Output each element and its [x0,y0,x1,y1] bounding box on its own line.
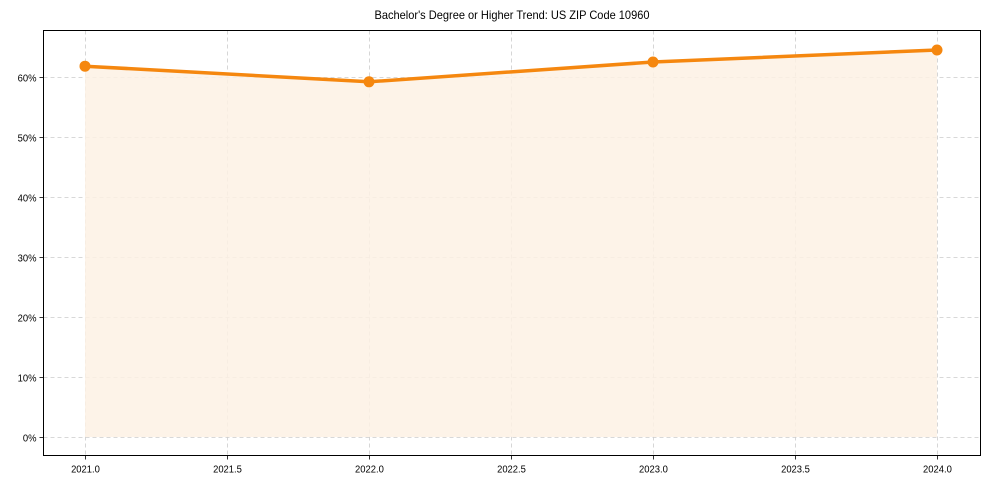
x-tick-label: 2023.0 [639,464,668,476]
x-axis: 2021.0 2021.5 2022.0 2022.5 2023.0 2023.5 2024… [71,455,952,476]
x-tick-label: 2022.0 [355,464,384,476]
y-tick-label: 40% [18,193,37,205]
y-tick-label: 60% [18,73,37,85]
data-point-marker [363,76,375,88]
y-axis: 0% 10% 20% 30% 40% 50% 60% [18,73,44,445]
y-tick-label: 20% [18,313,37,325]
area-fill [85,50,937,437]
y-tick-label: 10% [18,373,37,385]
x-tick-label: 2023.5 [781,464,810,476]
y-tick-label: 30% [18,253,37,265]
data-point-marker [647,56,659,68]
x-tick-label: 2021.0 [71,464,100,476]
x-tick-label: 2021.5 [213,464,242,476]
data-point-marker [931,44,943,56]
data-line [84,48,938,84]
data-markers [79,44,943,88]
x-tick-label: 2022.5 [497,464,526,476]
x-tick-label: 2024.0 [923,464,952,476]
chart-title: Bachelor's Degree or Higher Trend: US ZI… [374,8,650,22]
y-tick-label: 0% [23,433,37,445]
y-tick-label: 50% [18,133,37,145]
plot-frame [43,30,981,456]
data-point-marker [79,60,91,72]
